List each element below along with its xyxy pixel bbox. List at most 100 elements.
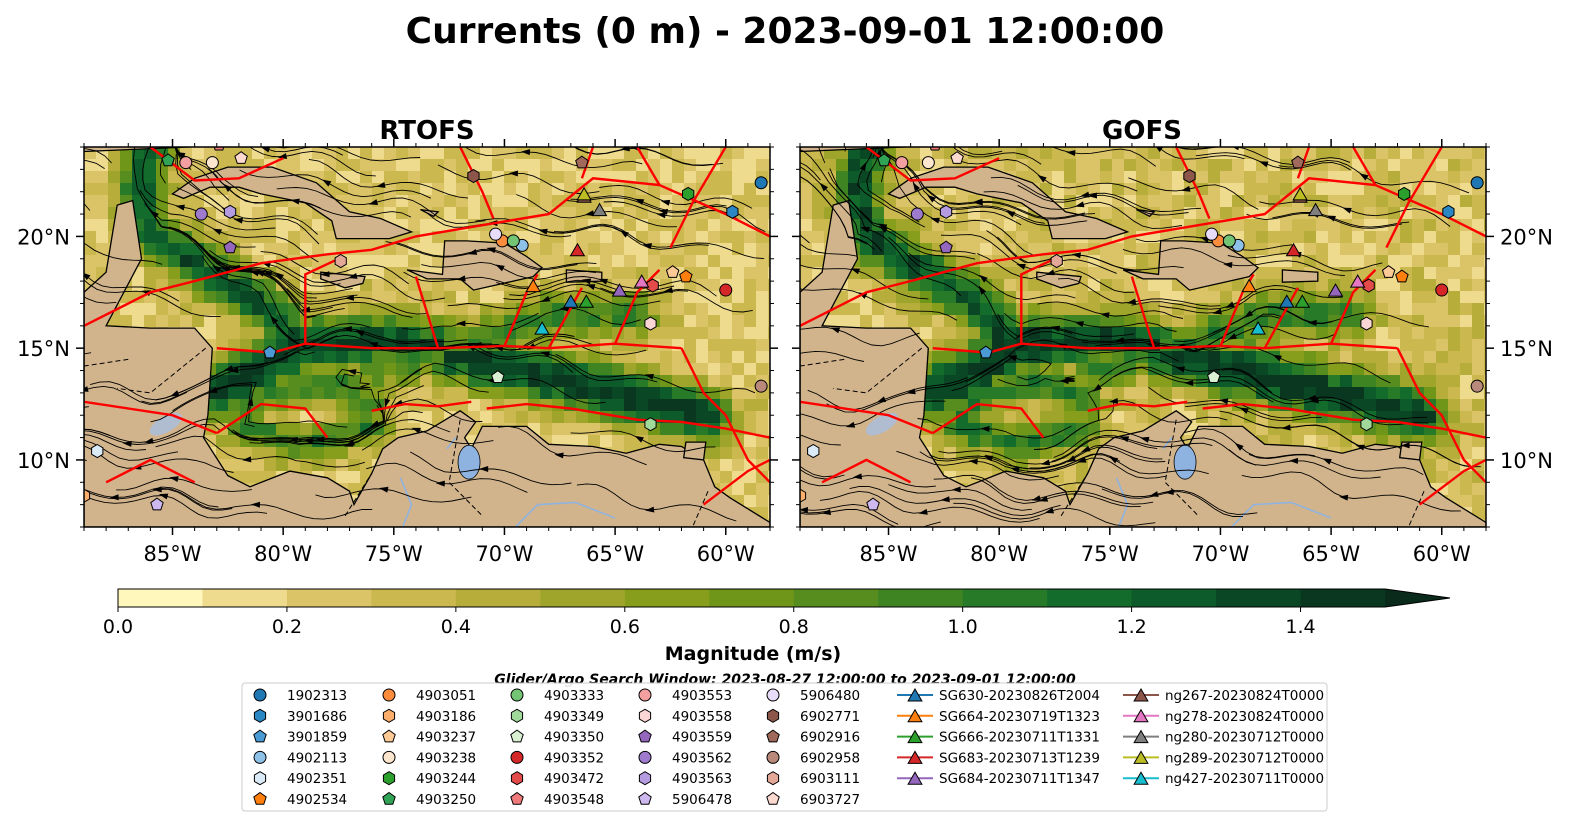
legend-marker: [382, 729, 396, 743]
y-tick-label: 15°N: [17, 337, 70, 361]
x-tick-label: 80°W: [254, 542, 312, 566]
observation-marker: [679, 269, 693, 283]
legend-label: 6902958: [800, 750, 860, 766]
legend: 1902313 3901686 3901859 4902113 4902351 49025…: [241, 682, 1328, 812]
legend-label: 4903548: [544, 792, 604, 808]
legend-marker: [638, 708, 652, 723]
legend-marker: [1133, 771, 1149, 785]
legend-marker: [510, 771, 524, 786]
observation-marker: [754, 176, 768, 190]
observation-marker: [91, 443, 104, 459]
legend-label: SG683-20230713T1239: [939, 750, 1100, 766]
x-tick-label: 70°W: [475, 542, 533, 566]
observation-marker: [578, 294, 595, 308]
legend-marker: [253, 791, 267, 805]
observation-marker: [334, 253, 347, 269]
colorbar-extend-arrow: [1385, 589, 1450, 607]
legend-label: 5906478: [672, 792, 732, 808]
legend-label: 6902916: [800, 730, 860, 746]
legend-marker: [766, 708, 780, 723]
colorbar-segment: [1131, 589, 1217, 607]
observation-marker: [1279, 294, 1295, 308]
colorbar-segment: [1300, 589, 1386, 607]
observation-marker: [979, 345, 993, 359]
ocean-field: [84, 147, 770, 527]
legend-label: 4903558: [672, 709, 732, 725]
map-panel-gofs: 85°W 80°W 75°W 70°W 65°W 60°W 10°N 15°N 20°N: [792, 139, 1553, 566]
legend-marker: [510, 791, 524, 805]
observation-marker: [665, 265, 680, 278]
legend-marker: [907, 687, 923, 702]
colorbar-segment: [793, 589, 879, 607]
colorbar-tick-label: 0.0: [103, 616, 133, 638]
legend-marker: [638, 791, 652, 805]
colorbar-segment: [1047, 589, 1133, 607]
colorbar-tick-label: 1.0: [948, 616, 978, 638]
panel-title-rtofs: RTOFS: [379, 116, 474, 146]
observation-marker: [1395, 269, 1409, 283]
legend-marker: [253, 729, 267, 743]
colorbar-tick-label: 0.8: [779, 616, 809, 638]
observation-marker: [1362, 278, 1375, 293]
legend-label: ng267-20230824T0000: [1165, 688, 1324, 704]
observation-marker: [489, 227, 503, 241]
x-tick-label: 70°W: [1191, 542, 1249, 566]
observation-marker: [1285, 242, 1302, 257]
legend-label: 4903472: [544, 771, 604, 787]
legend-label: 4903563: [672, 771, 732, 787]
legend-marker: [907, 771, 923, 785]
colorbar-label: Magnitude (m/s): [665, 643, 842, 665]
legend-marker: [766, 688, 780, 702]
observation-marker: [800, 488, 807, 503]
observation-marker: [1435, 283, 1449, 297]
observation-marker: [921, 156, 935, 170]
legend-label: SG630-20230826T2004: [939, 688, 1100, 704]
legend-label: 6903727: [800, 792, 860, 808]
observation-markers: [84, 147, 768, 511]
observation-marker: [213, 147, 225, 151]
x-tick-label: 65°W: [1302, 542, 1360, 566]
observation-marker: [234, 151, 248, 164]
observation-marker: [1398, 186, 1411, 201]
colorbar-segment: [118, 589, 203, 607]
x-tick-label: 75°W: [365, 542, 423, 566]
observation-marker: [682, 186, 695, 201]
observation-marker: [1250, 321, 1266, 335]
observation-marker: [910, 207, 924, 221]
legend-marker: [638, 771, 652, 786]
observation-marker: [591, 202, 608, 217]
legend-label: 4903352: [544, 750, 604, 766]
legend-marker: [253, 771, 267, 786]
legend-label: 4903051: [416, 688, 476, 704]
observation-marker: [1222, 234, 1236, 248]
x-tick-label: 85°W: [860, 542, 918, 566]
legend-label: 4902351: [287, 771, 347, 787]
colorbar-tick-label: 0.2: [272, 616, 302, 638]
observation-marker: [1360, 417, 1373, 432]
legend-label: ng427-20230711T0000: [1165, 771, 1324, 787]
legend-label: 4902534: [287, 792, 347, 808]
x-tick-label: 75°W: [1081, 542, 1139, 566]
legend-label: SG664-20230719T1323: [939, 709, 1100, 725]
colorbar-segment: [1216, 589, 1302, 607]
legend-marker: [1133, 708, 1149, 723]
observation-marker: [534, 321, 550, 335]
figure-title: Currents (0 m) - 2023-09-01 12:00:00: [406, 11, 1165, 52]
observation-marker: [223, 240, 237, 254]
observation-marker: [754, 379, 768, 393]
observation-marker: [467, 169, 480, 184]
legend-marker: [1133, 687, 1149, 702]
observation-marker: [263, 345, 277, 359]
observation-marker: [491, 370, 505, 383]
observation-marker: [1327, 283, 1344, 297]
observation-marker: [563, 294, 579, 308]
legend-label: 4903553: [672, 688, 732, 704]
observation-marker: [194, 207, 208, 221]
x-tick-label: 60°W: [697, 542, 755, 566]
legend-marker: [510, 708, 524, 723]
observation-marker: [205, 156, 219, 170]
legend-marker: [510, 729, 524, 743]
observation-marker: [525, 278, 541, 293]
legend-marker: [253, 708, 267, 723]
